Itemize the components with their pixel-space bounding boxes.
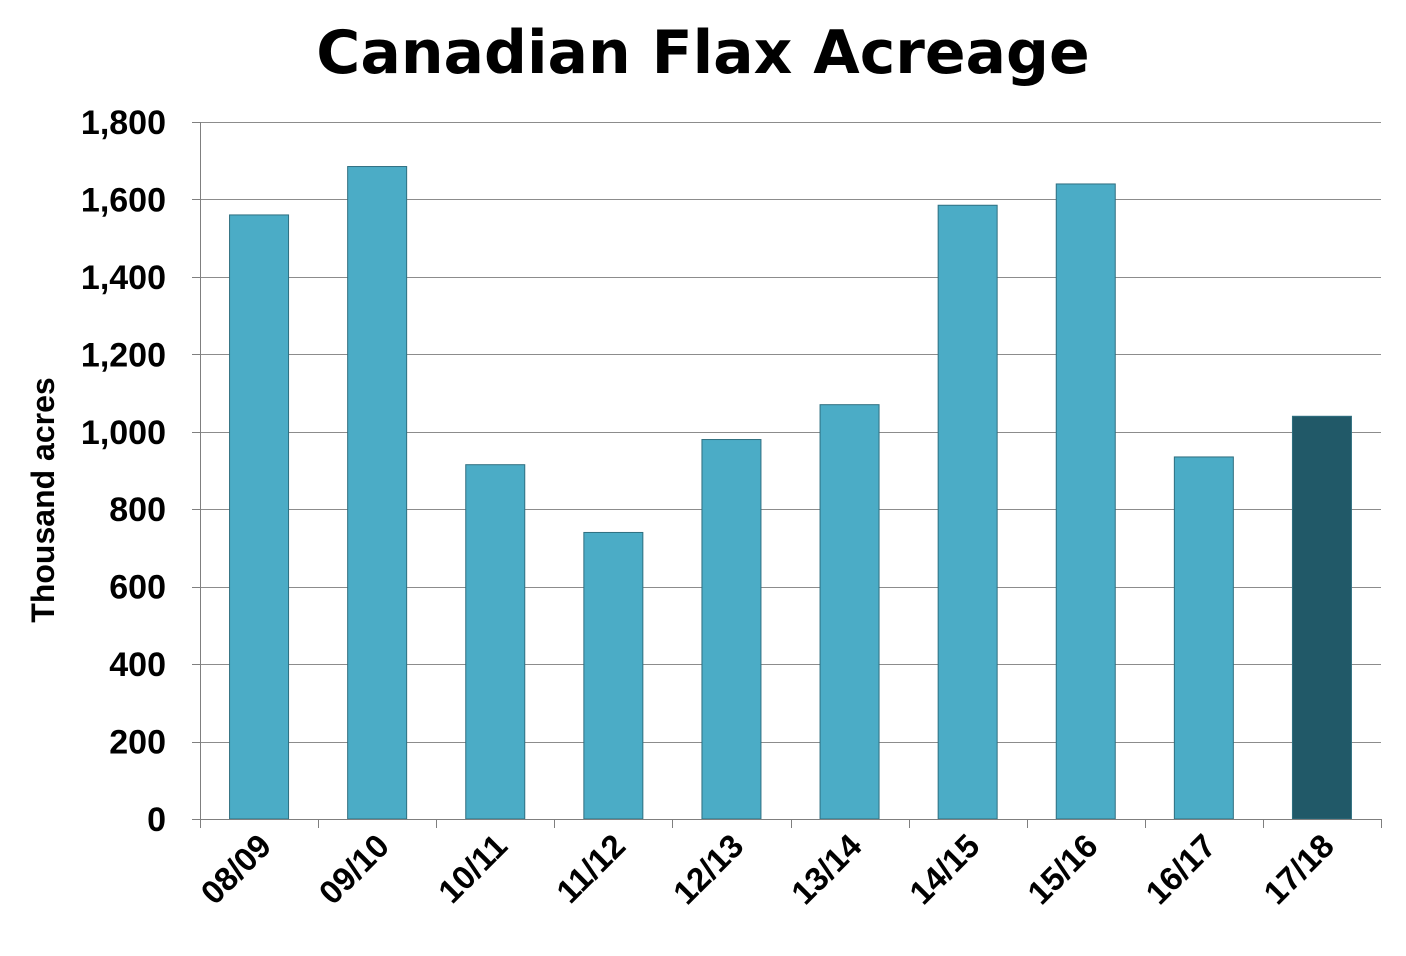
x-tick-labels: 08/09 09/10 10/11 11/12 12/13 13/14 14/15 15/16… <box>193 826 1340 911</box>
axes <box>192 122 1382 828</box>
bar-11-12 <box>583 531 644 820</box>
x-tick-label: 13/14 <box>784 826 869 911</box>
y-tick-label: 800 <box>109 491 166 529</box>
x-tick-label: 15/16 <box>1020 827 1105 912</box>
y-tick-label: 200 <box>109 724 166 762</box>
y-axis-label: Thousand acres <box>25 377 61 622</box>
x-tick-label: 11/12 <box>549 827 632 910</box>
bar-12-13 <box>701 439 762 820</box>
x-tick-label: 16/17 <box>1138 827 1223 912</box>
y-tick-label: 1,000 <box>81 414 166 452</box>
x-tick-label: 09/10 <box>312 827 397 912</box>
bar-15-16 <box>1055 183 1116 820</box>
bar-17-18 <box>1291 415 1352 820</box>
y-tick-label: 1,200 <box>81 336 166 374</box>
y-tick-labels: 0 200 400 600 800 1,000 1,200 1,400 1,600 1,800 <box>81 104 166 839</box>
chart-title: Canadian Flax Acreage <box>316 18 1090 88</box>
y-tick-label: 0 <box>147 801 166 839</box>
bar-14-15 <box>937 204 998 820</box>
bar-13-14 <box>819 404 880 820</box>
x-tick-label: 14/15 <box>902 827 987 912</box>
y-tick-label: 600 <box>109 569 166 607</box>
bar-16-17 <box>1173 456 1234 820</box>
bars <box>229 166 1352 820</box>
y-tick-label: 1,400 <box>81 259 166 297</box>
x-tick-label: 17/18 <box>1256 827 1341 912</box>
y-tick-label: 1,600 <box>81 181 166 219</box>
x-tick-label: 08/09 <box>193 827 278 912</box>
x-tick-label: 12/13 <box>666 827 751 912</box>
bar-09-10 <box>347 166 408 820</box>
x-tick-label: 10/11 <box>431 827 514 910</box>
y-tick-label: 1,800 <box>81 104 166 142</box>
bar-08-09 <box>229 214 290 820</box>
bar-10-11 <box>465 464 526 820</box>
y-tick-label: 400 <box>109 646 166 684</box>
